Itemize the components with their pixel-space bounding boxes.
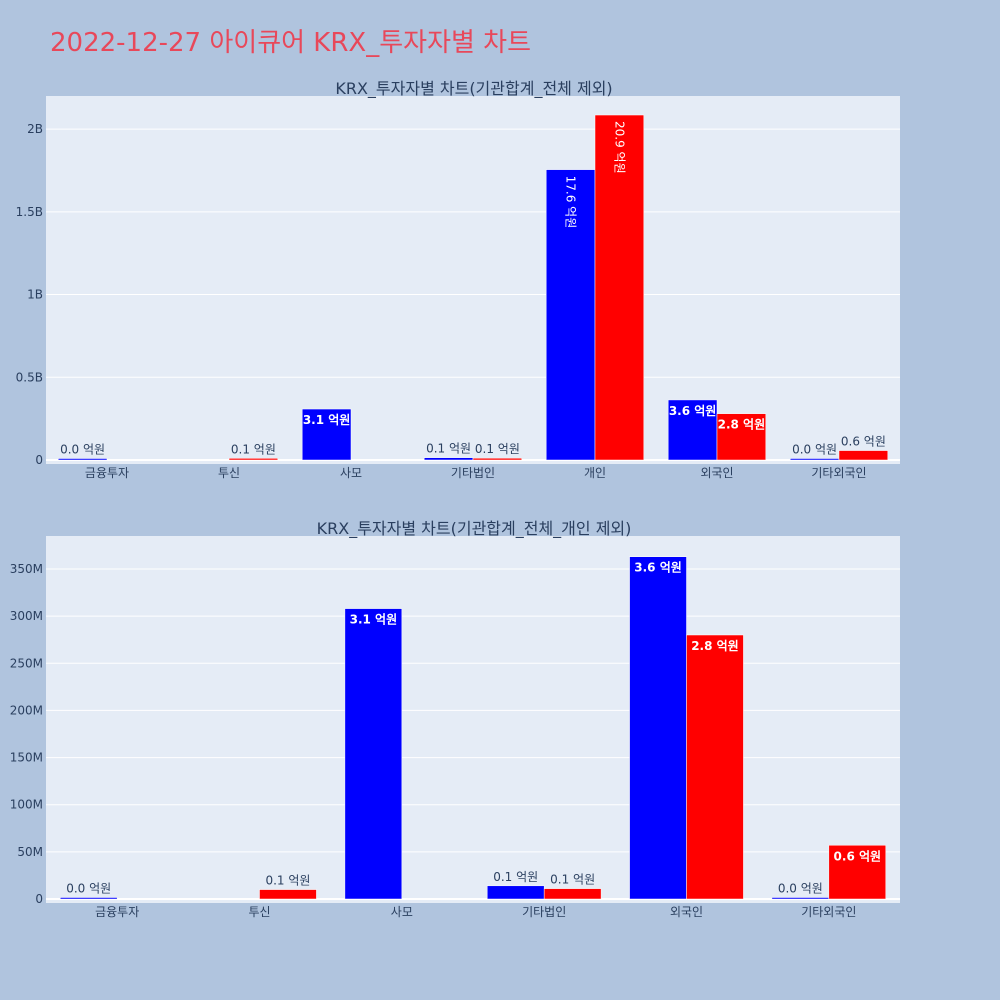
bar — [543, 888, 602, 900]
bar-label: 3.6 억원 — [669, 404, 717, 418]
y-tick-label: 300M — [10, 609, 43, 623]
bar-label: 0.0 억원 — [66, 882, 111, 896]
bar-label: 2.8 억원 — [718, 418, 766, 432]
bar-label: 3.1 억원 — [303, 413, 351, 427]
y-tick-label: 1B — [27, 288, 43, 302]
bar-label: 0.1 억원 — [231, 442, 276, 456]
plot-area — [46, 96, 900, 464]
bar — [686, 634, 744, 900]
bar-label: 0.1 억원 — [426, 442, 471, 456]
x-tick-label: 외국인 — [670, 905, 703, 919]
bar-label: 20.9 억원 — [612, 121, 626, 174]
bar-label: 0.1 억원 — [550, 873, 595, 887]
x-tick-label: 사모 — [340, 466, 362, 480]
bar-label: 0.1 억원 — [493, 870, 538, 884]
bar — [59, 897, 118, 900]
plot-area — [46, 536, 900, 903]
y-tick-label: 0 — [35, 453, 43, 467]
x-tick-label: 금융투자 — [85, 466, 129, 480]
bar — [594, 114, 645, 461]
bar-label: 0.1 억원 — [475, 442, 520, 456]
bar — [259, 889, 317, 900]
x-tick-label: 기타외국인 — [801, 905, 856, 919]
y-tick-label: 1.5B — [16, 205, 43, 219]
chart-title: KRX_투자자별 차트(기관합계_전체 제외) — [335, 79, 612, 99]
y-tick-label: 250M — [10, 656, 43, 670]
bar — [716, 413, 767, 461]
bar — [344, 608, 403, 900]
bar-label: 0.0 억원 — [60, 443, 105, 457]
x-tick-label: 금융투자 — [95, 905, 139, 919]
bar-label: 3.6 억원 — [634, 561, 682, 575]
y-tick-label: 150M — [10, 751, 43, 765]
y-tick-label: 200M — [10, 703, 43, 717]
x-tick-label: 개인 — [584, 466, 606, 480]
bar — [667, 399, 718, 461]
bar-label: 0.6 억원 — [834, 849, 882, 863]
y-tick-label: 50M — [17, 845, 43, 859]
y-tick-label: 100M — [10, 798, 43, 812]
x-tick-label: 기타법인 — [451, 466, 495, 480]
chart-title: KRX_투자자별 차트(기관합계_전체_개인 제외) — [317, 519, 632, 539]
x-tick-label: 투신 — [248, 905, 270, 919]
x-tick-label: 기타법인 — [522, 905, 566, 919]
x-tick-label: 투신 — [218, 466, 240, 480]
bar — [486, 885, 545, 900]
y-tick-label: 0 — [35, 892, 43, 906]
page-title: 2022-12-27 아이큐어 KRX_투자자별 차트 — [50, 28, 532, 58]
bar-label: 0.1 억원 — [265, 874, 310, 888]
bar-label: 0.0 억원 — [778, 882, 823, 896]
bar — [472, 457, 523, 461]
bar-label: 0.6 억원 — [841, 435, 886, 449]
bar-label: 3.1 억원 — [350, 613, 398, 627]
bar — [301, 408, 352, 461]
y-tick-label: 350M — [10, 562, 43, 576]
bar — [838, 450, 889, 461]
bar — [228, 458, 279, 461]
bar — [545, 169, 596, 461]
chart-all-investors: 0 0.5B 1B 1.5B 2B KRX_투자자별 차트(기관합계_전체 제외) 금융투자… — [16, 79, 900, 480]
bar-label: 17.6 억원 — [564, 176, 578, 229]
bar-label: 2.8 억원 — [691, 639, 739, 653]
bar — [771, 897, 830, 900]
x-tick-label: 기타외국인 — [811, 466, 866, 480]
bar — [828, 845, 887, 900]
x-tick-label: 외국인 — [700, 466, 733, 480]
x-tick-label: 사모 — [391, 905, 413, 919]
bar — [629, 556, 687, 900]
bar-label: 0.0 억원 — [792, 443, 837, 457]
bar — [57, 458, 108, 461]
y-tick-label: 0.5B — [16, 370, 43, 384]
y-tick-label: 2B — [27, 122, 43, 136]
